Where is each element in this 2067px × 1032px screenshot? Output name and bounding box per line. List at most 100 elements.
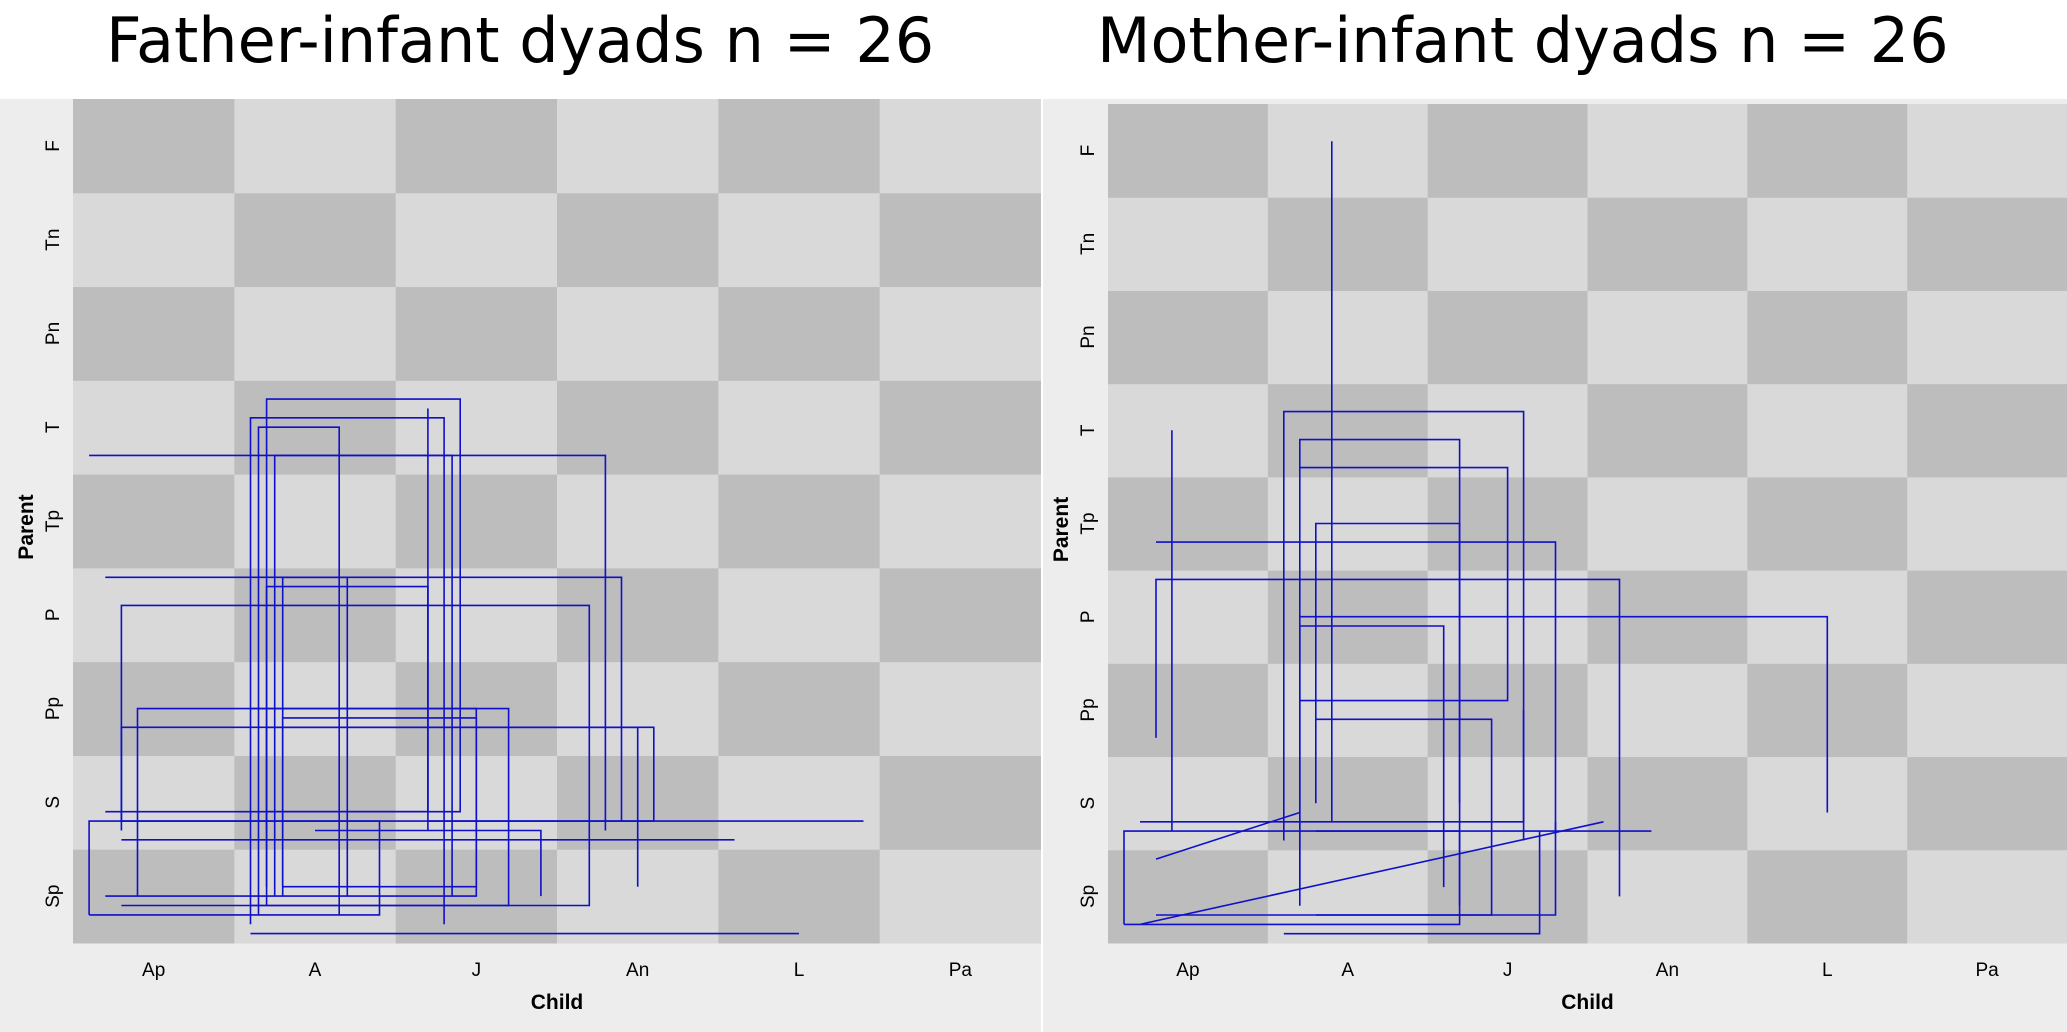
y-tick-P: P [1078, 610, 1099, 623]
trajectory-18 [1298, 625, 1445, 888]
trajectory-17 [1283, 831, 1541, 935]
grid-cell-An-Tp [557, 474, 719, 569]
grid-cell-A-S [1267, 756, 1429, 851]
y-tick-Pp: Pp [1078, 698, 1099, 721]
grid-cell-Ap-T [1108, 383, 1269, 478]
grid-cell-A-Tp [234, 474, 397, 569]
grid-cell-A-Pn [234, 286, 397, 381]
y-tick-T: T [43, 421, 64, 433]
grid-cell-Ap-S [73, 755, 235, 850]
grid-cell-L-S [718, 755, 881, 850]
grid-cell-An-Tn [557, 192, 719, 288]
y-tick-Pn: Pn [43, 322, 64, 345]
grid-cell-Ap-P [73, 567, 235, 663]
x-tick-An: An [1656, 960, 1679, 981]
grid-cell-A-Tn [1267, 197, 1429, 291]
grid-cell-L-F [718, 99, 881, 194]
trajectories [1123, 141, 1829, 935]
grid-cell-An-Pn [1587, 290, 1748, 385]
trajectory-15 [89, 454, 607, 831]
trajectory-7 [257, 426, 341, 915]
grid-cell-J-P [395, 567, 558, 663]
grid-cell-A-Tn [234, 192, 397, 288]
grid-cell-Pa-Tn [879, 192, 1041, 288]
trajectory-5 [1156, 541, 1557, 832]
grid-cell-L-Pn [718, 286, 881, 381]
grid-cell-Ap-Pp [1108, 663, 1269, 758]
grid-cell-Pa-Pp [1907, 663, 2067, 758]
trajectory-3 [249, 416, 445, 925]
trajectory-15 [1140, 709, 1525, 823]
grid-cell-An-T [1587, 383, 1748, 478]
grid-cell-An-Sp [1587, 849, 1748, 944]
grid-cell-An-F [1587, 104, 1748, 198]
grid-cell-Pa-F [879, 99, 1041, 194]
grid-cell-An-T [557, 380, 719, 475]
grid-cell-L-Tp [1747, 476, 1908, 571]
x-tick-Ap: Ap [142, 960, 165, 981]
grid-cell-L-Tn [718, 192, 881, 288]
grid-cell-J-F [395, 99, 558, 194]
y-tick-F: F [43, 140, 64, 152]
grid-cell-J-Pn [395, 286, 558, 381]
grid-cell-J-T [1427, 383, 1588, 478]
grid-cell-Pa-S [1907, 756, 2067, 851]
trajectory-17 [281, 576, 349, 897]
grid-cell-Pa-Tn [1907, 197, 2067, 291]
grid-cell-Pa-Sp [879, 849, 1041, 944]
x-tick-A: A [1341, 960, 1354, 981]
trajectory-20 [105, 408, 429, 813]
mother-infant-chart-svg: Ap A J An L Pa Sp S Pp P Tp T Pn Tn F Child Parent [1043, 99, 2067, 1032]
grid-cell-L-Pp [718, 661, 881, 756]
x-axis-title: Child [1561, 991, 1614, 1014]
grid-cell-Pa-P [879, 567, 1041, 663]
grid-cell-Pa-P [1907, 570, 2067, 664]
x-tick-J: J [1503, 960, 1513, 981]
trajectory-11 [315, 829, 542, 897]
grid-cell-Pa-Pn [879, 286, 1041, 381]
mother-infant-chart: Ap A J An L Pa Sp S Pp P Tp T Pn Tn F Child Parent [1043, 99, 2067, 1032]
grid-cell-A-Sp [1267, 849, 1429, 944]
trajectory-16 [250, 707, 510, 907]
x-tick-Ap: Ap [1176, 960, 1199, 981]
grid-cell-An-Pn [557, 286, 719, 381]
y-tick-T: T [1078, 424, 1099, 436]
grid [1108, 104, 2067, 944]
trajectory-19 [265, 726, 639, 887]
grid-cell-J-S [1427, 756, 1588, 851]
grid-cell-Ap-Pn [1108, 290, 1269, 385]
grid-cell-A-S [234, 755, 397, 850]
trajectory-11 [1155, 578, 1621, 897]
grid-cell-L-F [1747, 104, 1908, 198]
grid-cell-An-S [1587, 756, 1748, 851]
trajectory-8 [1139, 821, 1604, 926]
y-tick-S: S [1078, 797, 1099, 810]
trajectories [88, 398, 864, 935]
y-tick-Sp: Sp [1078, 885, 1099, 908]
grid-cell-An-Tn [1587, 197, 1748, 291]
y-tick-P: P [43, 608, 64, 621]
y-tick-Tn: Tn [43, 229, 64, 251]
grid-cell-J-Tn [395, 192, 558, 288]
grid-cell-Pa-Tp [1907, 476, 2067, 571]
y-tick-Pp: Pp [43, 697, 64, 720]
grid-cell-L-T [1747, 383, 1908, 478]
y-axis-title: Parent [1050, 497, 1073, 562]
grid-cell-An-F [557, 99, 719, 194]
grid-cell-A-Pn [1267, 290, 1429, 385]
x-tick-A: A [309, 960, 322, 981]
grid-cell-L-Sp [1747, 849, 1908, 944]
grid-cell-Pa-Tp [879, 474, 1041, 569]
grid-cell-Pa-S [879, 755, 1041, 850]
grid-cell-Ap-Tn [1108, 197, 1269, 291]
grid-cell-A-F [234, 99, 397, 194]
trajectory-13 [1156, 821, 1557, 916]
grid-cell-L-Tp [718, 474, 881, 569]
x-tick-Pa: Pa [1975, 960, 1999, 981]
grid-cell-L-P [718, 567, 881, 663]
grid-cell-J-T [395, 380, 558, 475]
grid-cell-Pa-Pn [1907, 290, 2067, 385]
grid-cell-A-P [234, 567, 397, 663]
y-tick-Tp: Tp [1078, 512, 1099, 534]
x-axis-title: Child [531, 991, 584, 1014]
